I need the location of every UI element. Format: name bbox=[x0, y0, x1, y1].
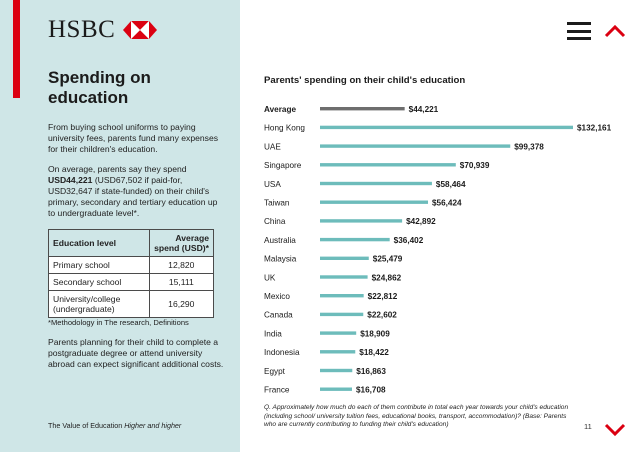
postgraduate-paragraph: Parents planning for their child to comp… bbox=[48, 337, 224, 369]
country-bar bbox=[320, 200, 429, 204]
category-label: China bbox=[264, 217, 286, 226]
value-label: $36,402 bbox=[394, 236, 424, 245]
table-cell-level: Primary school bbox=[48, 256, 150, 274]
country-bar bbox=[320, 294, 364, 298]
category-label: USA bbox=[264, 180, 281, 189]
footer-publication: The Value of Education Higher and higher bbox=[48, 421, 182, 430]
methodology-note: *Methodology in The research, Definition… bbox=[48, 318, 189, 327]
page-number: 11 bbox=[584, 422, 592, 431]
country-bar bbox=[320, 181, 432, 186]
table-row: University/college (undergraduate) 16,29… bbox=[48, 290, 215, 318]
value-label: $99,378 bbox=[514, 142, 544, 151]
value-label: $25,479 bbox=[373, 255, 403, 264]
table-header-row: Education level Average spend (USD)* bbox=[48, 229, 215, 257]
country-bar bbox=[320, 350, 356, 354]
country-bar bbox=[320, 163, 456, 167]
hsbc-hexagon-icon bbox=[123, 21, 158, 39]
accent-bar bbox=[13, 0, 20, 98]
category-label: Singapore bbox=[264, 161, 302, 170]
value-label: $16,863 bbox=[356, 367, 386, 376]
chevron-down-icon[interactable] bbox=[604, 423, 626, 437]
hamburger-menu-icon[interactable] bbox=[567, 22, 591, 40]
country-bar bbox=[320, 275, 368, 279]
value-label: $16,708 bbox=[356, 386, 386, 395]
country-bar bbox=[320, 331, 357, 335]
section-heading: Spending on education bbox=[48, 68, 151, 107]
category-label: Taiwan bbox=[264, 199, 290, 208]
table-header-level: Education level bbox=[48, 229, 150, 257]
table-header-spend: Average spend (USD)* bbox=[148, 229, 215, 257]
table-cell-level: University/college (undergraduate) bbox=[48, 290, 150, 318]
spending-bar-chart: Average $44,221 Hong Kong $132,161 UAE $99,37… bbox=[264, 105, 612, 395]
category-label: Egypt bbox=[264, 367, 286, 376]
value-label: $22,812 bbox=[368, 292, 398, 301]
value-label: $18,909 bbox=[360, 329, 390, 338]
category-label: Average bbox=[264, 105, 296, 114]
category-label: Malaysia bbox=[264, 255, 297, 264]
value-label: $24,862 bbox=[372, 273, 402, 282]
category-label: Canada bbox=[264, 311, 293, 320]
category-label: France bbox=[264, 386, 290, 395]
education-level-table: Education level Average spend (USD)* Pri… bbox=[48, 229, 215, 318]
left-panel: HSBC Spending on education From buying s… bbox=[0, 0, 240, 452]
hsbc-logo: HSBC bbox=[48, 16, 158, 44]
category-label: Mexico bbox=[264, 292, 290, 301]
value-label: $44,221 bbox=[409, 105, 439, 114]
value-label: $18,422 bbox=[359, 348, 389, 357]
category-label: UK bbox=[264, 273, 276, 282]
country-bar bbox=[320, 125, 573, 130]
chevron-up-icon[interactable] bbox=[604, 24, 626, 38]
category-label: UAE bbox=[264, 142, 281, 151]
country-bar bbox=[320, 219, 403, 223]
value-label: $132,161 bbox=[577, 124, 612, 133]
value-label: $22,602 bbox=[367, 311, 397, 320]
value-label: $70,939 bbox=[460, 161, 490, 170]
logo-wordmark: HSBC bbox=[48, 16, 116, 43]
table-cell-spend: 16,290 bbox=[148, 290, 215, 318]
country-bar bbox=[320, 368, 353, 373]
table-cell-spend: 15,111 bbox=[148, 273, 215, 291]
value-label: $58,464 bbox=[436, 180, 466, 189]
category-label: India bbox=[264, 329, 282, 338]
country-bar bbox=[320, 256, 369, 260]
table-cell-level: Secondary school bbox=[48, 273, 150, 291]
average-spend-paragraph: On average, parents say they spend USD44… bbox=[48, 164, 218, 218]
average-bar bbox=[320, 107, 405, 111]
table-cell-spend: 12,820 bbox=[148, 256, 215, 274]
country-bar bbox=[320, 144, 511, 148]
table-row: Primary school 12,820 bbox=[48, 256, 215, 274]
value-label: $56,424 bbox=[432, 199, 462, 208]
country-bar bbox=[320, 312, 364, 317]
survey-question-note: Q. Approximately how much do each of the… bbox=[264, 404, 569, 429]
country-bar bbox=[320, 387, 352, 391]
table-row: Secondary school 15,111 bbox=[48, 273, 215, 291]
category-label: Hong Kong bbox=[264, 124, 305, 133]
country-bar bbox=[320, 237, 390, 242]
chart-title: Parents' spending on their child's educa… bbox=[264, 75, 466, 86]
category-label: Indonesia bbox=[264, 348, 300, 357]
intro-paragraph: From buying school uniforms to paying un… bbox=[48, 122, 219, 154]
category-label: Australia bbox=[264, 236, 296, 245]
average-spend-highlight: USD44,221 bbox=[48, 175, 93, 185]
value-label: $42,892 bbox=[406, 217, 436, 226]
